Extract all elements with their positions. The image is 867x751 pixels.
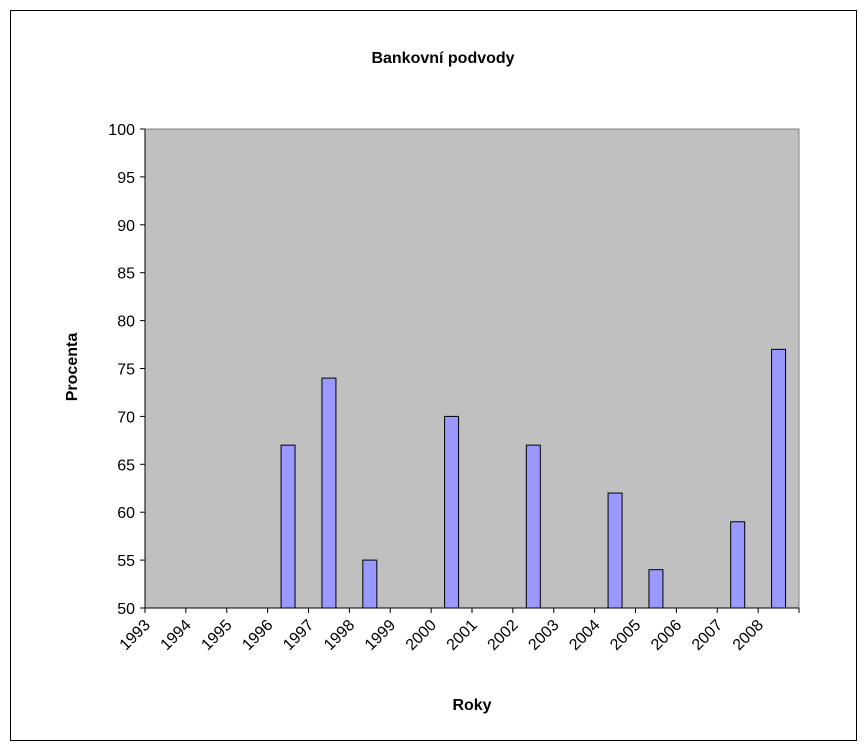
y-tick-label: 100 — [108, 122, 135, 139]
x-tick-label: 2006 — [648, 617, 685, 654]
bar-2008 — [771, 348, 787, 609]
x-tick-label: 2001 — [444, 617, 481, 654]
x-tick-label: 2004 — [566, 617, 603, 654]
x-tick-label: 1997 — [280, 617, 317, 654]
x-tick-label: 2007 — [689, 617, 726, 654]
y-tick-label: 90 — [117, 218, 135, 235]
x-tick-label: 1993 — [117, 617, 154, 654]
y-axis-label: Procenta — [64, 333, 81, 402]
bar-chart: Bankovní podvody 50 55 60 65 70 75 80 85 90 95 100… — [64, 50, 800, 714]
y-tick-label: 80 — [117, 314, 135, 331]
bar-1996 — [280, 444, 296, 609]
bar-1997 — [321, 377, 337, 609]
y-ticks-group: 50 55 60 65 70 75 80 85 90 95 100 — [108, 122, 145, 618]
bar-2004 — [607, 492, 623, 609]
x-tick-label: 1998 — [321, 617, 358, 654]
y-tick-label: 65 — [117, 457, 135, 474]
x-tick-label: 2005 — [607, 617, 644, 654]
y-tick-label: 70 — [117, 409, 135, 426]
bars-group — [280, 348, 787, 609]
chart-frame: Bankovní podvody 50 55 60 65 70 75 80 85 90 95 100… — [10, 10, 857, 741]
y-tick-label: 85 — [117, 266, 135, 283]
x-tick-label: 1999 — [362, 617, 399, 654]
y-tick-label: 95 — [117, 170, 135, 187]
bar-2000 — [444, 415, 460, 609]
x-ticks-group: 1993 1994 1995 1996 1997 1998 1999 2000 2001 2002… — [117, 608, 800, 654]
x-tick-label: 1996 — [239, 617, 276, 654]
plot-area — [144, 128, 800, 609]
x-tick-label: 2008 — [730, 617, 767, 654]
x-tick-label: 2000 — [403, 617, 440, 654]
y-tick-label: 60 — [117, 505, 135, 522]
bar-2005 — [648, 569, 664, 609]
bar-2007 — [730, 521, 746, 609]
y-tick-label: 55 — [117, 553, 135, 570]
x-axis-label: Roky — [452, 697, 491, 714]
x-tick-label: 2002 — [485, 617, 522, 654]
bar-1998 — [362, 559, 378, 609]
chart-title: Bankovní podvody — [371, 50, 514, 67]
y-tick-label: 50 — [117, 601, 135, 618]
x-tick-label: 1995 — [198, 617, 235, 654]
y-tick-label: 75 — [117, 362, 135, 379]
x-tick-label: 2003 — [525, 617, 562, 654]
bar-2002 — [525, 444, 541, 609]
x-tick-label: 1994 — [158, 617, 195, 654]
